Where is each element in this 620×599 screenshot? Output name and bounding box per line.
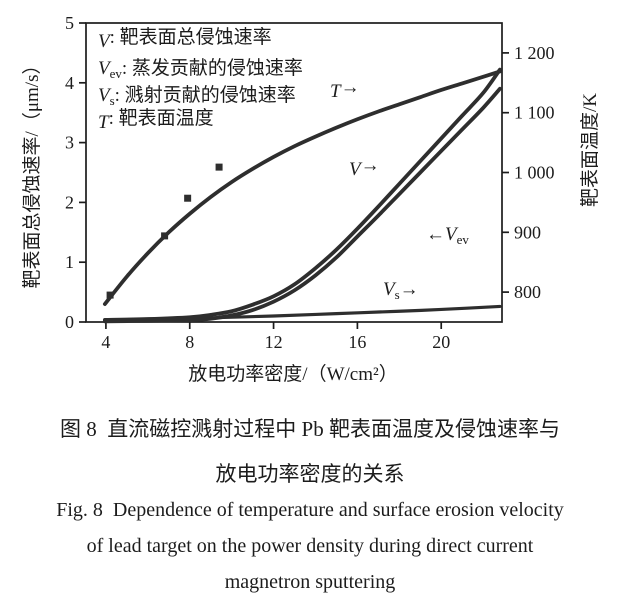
legend-line-vev: Vev: 蒸发贡献的侵蚀速率 [98, 57, 303, 81]
y-left-tick-label: 3 [65, 133, 74, 153]
x-tick-label: 4 [101, 332, 110, 352]
y-left-tick-label: 2 [65, 192, 74, 212]
y-left-tick-label: 4 [65, 73, 74, 93]
caption-zh-line1: 图 8 直流磁控溅射过程中 Pb 靶表面温度及侵蚀速率与 [60, 417, 560, 441]
legend: V: 靶表面总侵蚀速率 Vev: 蒸发贡献的侵蚀速率 Vs: 溅射贡献的侵蚀速率… [98, 26, 303, 133]
y-right-tick-label: 1 200 [514, 43, 555, 63]
T-measured-points-marker [161, 232, 169, 240]
V-total-erosion-rate-curve [102, 67, 502, 322]
y-right-tick-label: 1 000 [514, 163, 555, 183]
y-right-tick-label: 900 [514, 222, 541, 242]
t-curve-label: T→ [330, 77, 360, 102]
caption-en-line1: Fig. 8 Dependence of temperature and sur… [56, 499, 564, 521]
caption-en-line3: magnetron sputtering [224, 571, 396, 593]
x-tick-label: 16 [348, 332, 366, 352]
x-axis-title: 放电功率密度/（W/cm²） [188, 363, 397, 385]
legend-line-t: T: 靶表面温度 [98, 107, 214, 133]
v-curve-label: V→ [349, 155, 380, 180]
y-left-tick-label: 5 [65, 13, 74, 33]
T-measured-points-marker [184, 194, 192, 202]
T-measured-points-marker [106, 291, 114, 299]
y-right-tick-label: 1 100 [514, 103, 555, 123]
x-tick-label: 8 [185, 332, 194, 352]
T-surface-temperature-curve [102, 69, 502, 306]
vs-curve-label: Vs→ [383, 279, 419, 302]
legend-line-v: V: 靶表面总侵蚀速率 [98, 26, 272, 52]
y-left-axis-title: 靶表面总侵蚀速率/（μm/s） [21, 56, 43, 289]
y-right-axis-title: 靶表面温度/K [579, 93, 601, 207]
vev-curve-label: ←Vev [426, 224, 469, 247]
caption-zh-line2: 放电功率密度的关系 [215, 462, 405, 486]
y-left-tick-label: 1 [65, 252, 74, 272]
x-tick-label: 12 [265, 332, 283, 352]
legend-line-vs: Vs: 溅射贡献的侵蚀速率 [98, 84, 296, 108]
y-left-tick-label: 0 [65, 312, 74, 332]
caption-en-line2: of lead target on the power density duri… [86, 535, 534, 557]
Vs-sputtering-erosion-rate-curve [103, 304, 502, 322]
T-measured-points-marker [215, 163, 223, 171]
x-tick-label: 20 [432, 332, 450, 352]
y-right-tick-label: 800 [514, 282, 541, 302]
